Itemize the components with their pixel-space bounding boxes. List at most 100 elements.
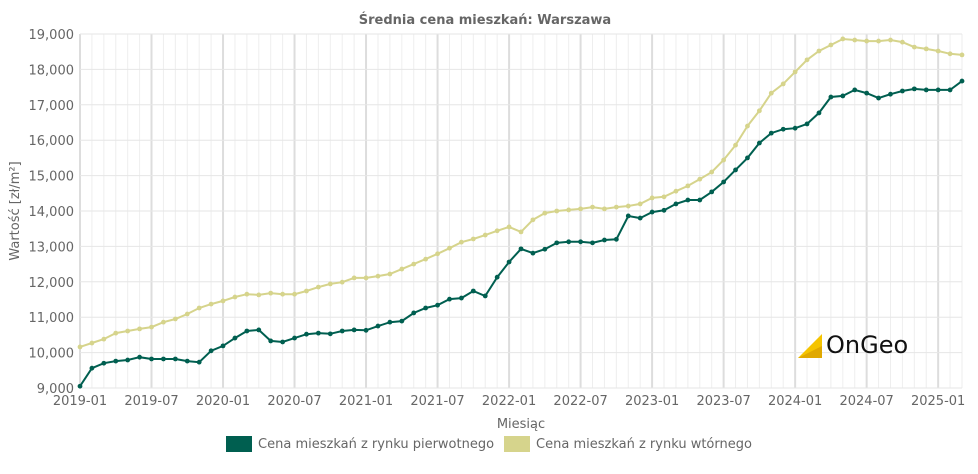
data-point <box>566 239 572 245</box>
x-tick-label: 2020-07 <box>267 394 321 409</box>
y-tick-label: 16,000 <box>29 134 75 149</box>
data-point <box>518 229 524 235</box>
x-tick-label: 2021-01 <box>339 394 393 409</box>
data-point <box>745 155 750 161</box>
data-point <box>399 266 405 272</box>
data-point <box>816 110 822 116</box>
data-point <box>172 356 178 362</box>
legend-item-primary[interactable]: Cena mieszkań z rynku pierwotnego <box>226 436 494 452</box>
data-point <box>244 328 250 334</box>
data-point <box>661 207 667 213</box>
data-point <box>792 69 798 75</box>
data-point <box>697 197 703 203</box>
y-axis-ticks: 9,000 10,000 11,000 12,000 13,000 14,000 15,00… <box>29 28 75 397</box>
data-point <box>876 95 881 101</box>
data-point <box>113 330 119 336</box>
data-point <box>482 232 488 238</box>
data-point <box>613 236 619 242</box>
data-point <box>375 273 381 279</box>
data-point <box>602 206 607 212</box>
data-point <box>864 38 870 44</box>
data-point <box>351 327 357 333</box>
data-point <box>149 356 154 362</box>
data-point <box>470 288 476 294</box>
y-tick-label: 17,000 <box>29 99 75 114</box>
x-tick-label: 2024-01 <box>768 394 822 409</box>
legend-label-secondary: Cena mieszkań z rynku wtórnego <box>536 436 752 452</box>
data-point <box>125 328 131 334</box>
x-tick-label: 2023-01 <box>625 394 679 409</box>
data-point <box>959 52 965 58</box>
data-point <box>709 169 715 175</box>
data-point <box>709 189 715 195</box>
x-tick-label: 2023-07 <box>696 394 750 409</box>
logo-triangle-icon <box>798 334 822 358</box>
y-tick-label: 13,000 <box>29 240 75 255</box>
x-tick-label: 2022-07 <box>553 394 607 409</box>
data-point <box>613 204 619 210</box>
data-point <box>911 44 917 50</box>
data-point <box>852 87 858 93</box>
data-point <box>470 236 476 242</box>
data-point <box>780 126 786 132</box>
data-point <box>578 239 583 245</box>
data-point <box>756 108 762 114</box>
data-point <box>542 246 548 252</box>
data-point <box>804 121 810 127</box>
data-point <box>196 359 202 365</box>
data-point <box>649 195 655 201</box>
data-point <box>911 86 917 92</box>
data-point <box>161 356 166 362</box>
data-point <box>304 331 309 337</box>
data-point <box>268 338 274 344</box>
data-point <box>268 290 274 296</box>
data-point <box>351 275 357 281</box>
x-axis-label: Miesiąc <box>497 417 545 432</box>
legend-swatch-primary <box>226 436 253 452</box>
data-point <box>220 298 226 304</box>
data-point <box>756 140 762 146</box>
legend-swatch-secondary <box>504 436 531 452</box>
data-point <box>77 344 83 350</box>
data-point <box>208 301 214 307</box>
data-point <box>339 279 345 285</box>
x-tick-label: 2022-01 <box>482 394 536 409</box>
legend-item-secondary[interactable]: Cena mieszkań z rynku wtórnego <box>504 436 752 452</box>
chart-title: Średnia cena mieszkań: Warszawa <box>359 12 611 28</box>
data-point <box>733 142 738 148</box>
ongeo-logo: OnGeo <box>798 331 908 359</box>
data-point <box>387 319 393 325</box>
y-tick-label: 18,000 <box>29 63 75 78</box>
y-tick-label: 14,000 <box>29 205 75 220</box>
data-point <box>315 284 321 290</box>
data-point <box>673 201 679 207</box>
data-point <box>363 327 369 333</box>
data-point <box>590 240 595 246</box>
data-point <box>375 323 381 329</box>
data-point <box>828 42 834 48</box>
data-point <box>387 271 393 277</box>
x-tick-label: 2019-01 <box>53 394 107 409</box>
data-point <box>721 179 727 185</box>
data-point <box>602 237 607 243</box>
data-point <box>482 293 488 299</box>
data-point <box>685 197 691 203</box>
data-point <box>494 228 500 234</box>
data-point <box>459 295 464 301</box>
data-point <box>292 291 297 297</box>
data-point <box>220 343 226 349</box>
data-point <box>363 275 369 281</box>
data-point <box>947 51 953 57</box>
data-point <box>566 207 572 213</box>
data-point <box>840 36 846 42</box>
data-point <box>923 46 929 52</box>
data-point <box>768 90 774 96</box>
data-point <box>637 201 643 207</box>
data-point <box>542 210 548 216</box>
data-point <box>697 176 703 182</box>
data-point <box>530 217 536 223</box>
data-point <box>137 354 142 360</box>
data-point <box>625 213 631 219</box>
data-point <box>184 358 190 364</box>
logo-text: OnGeo <box>826 331 909 359</box>
